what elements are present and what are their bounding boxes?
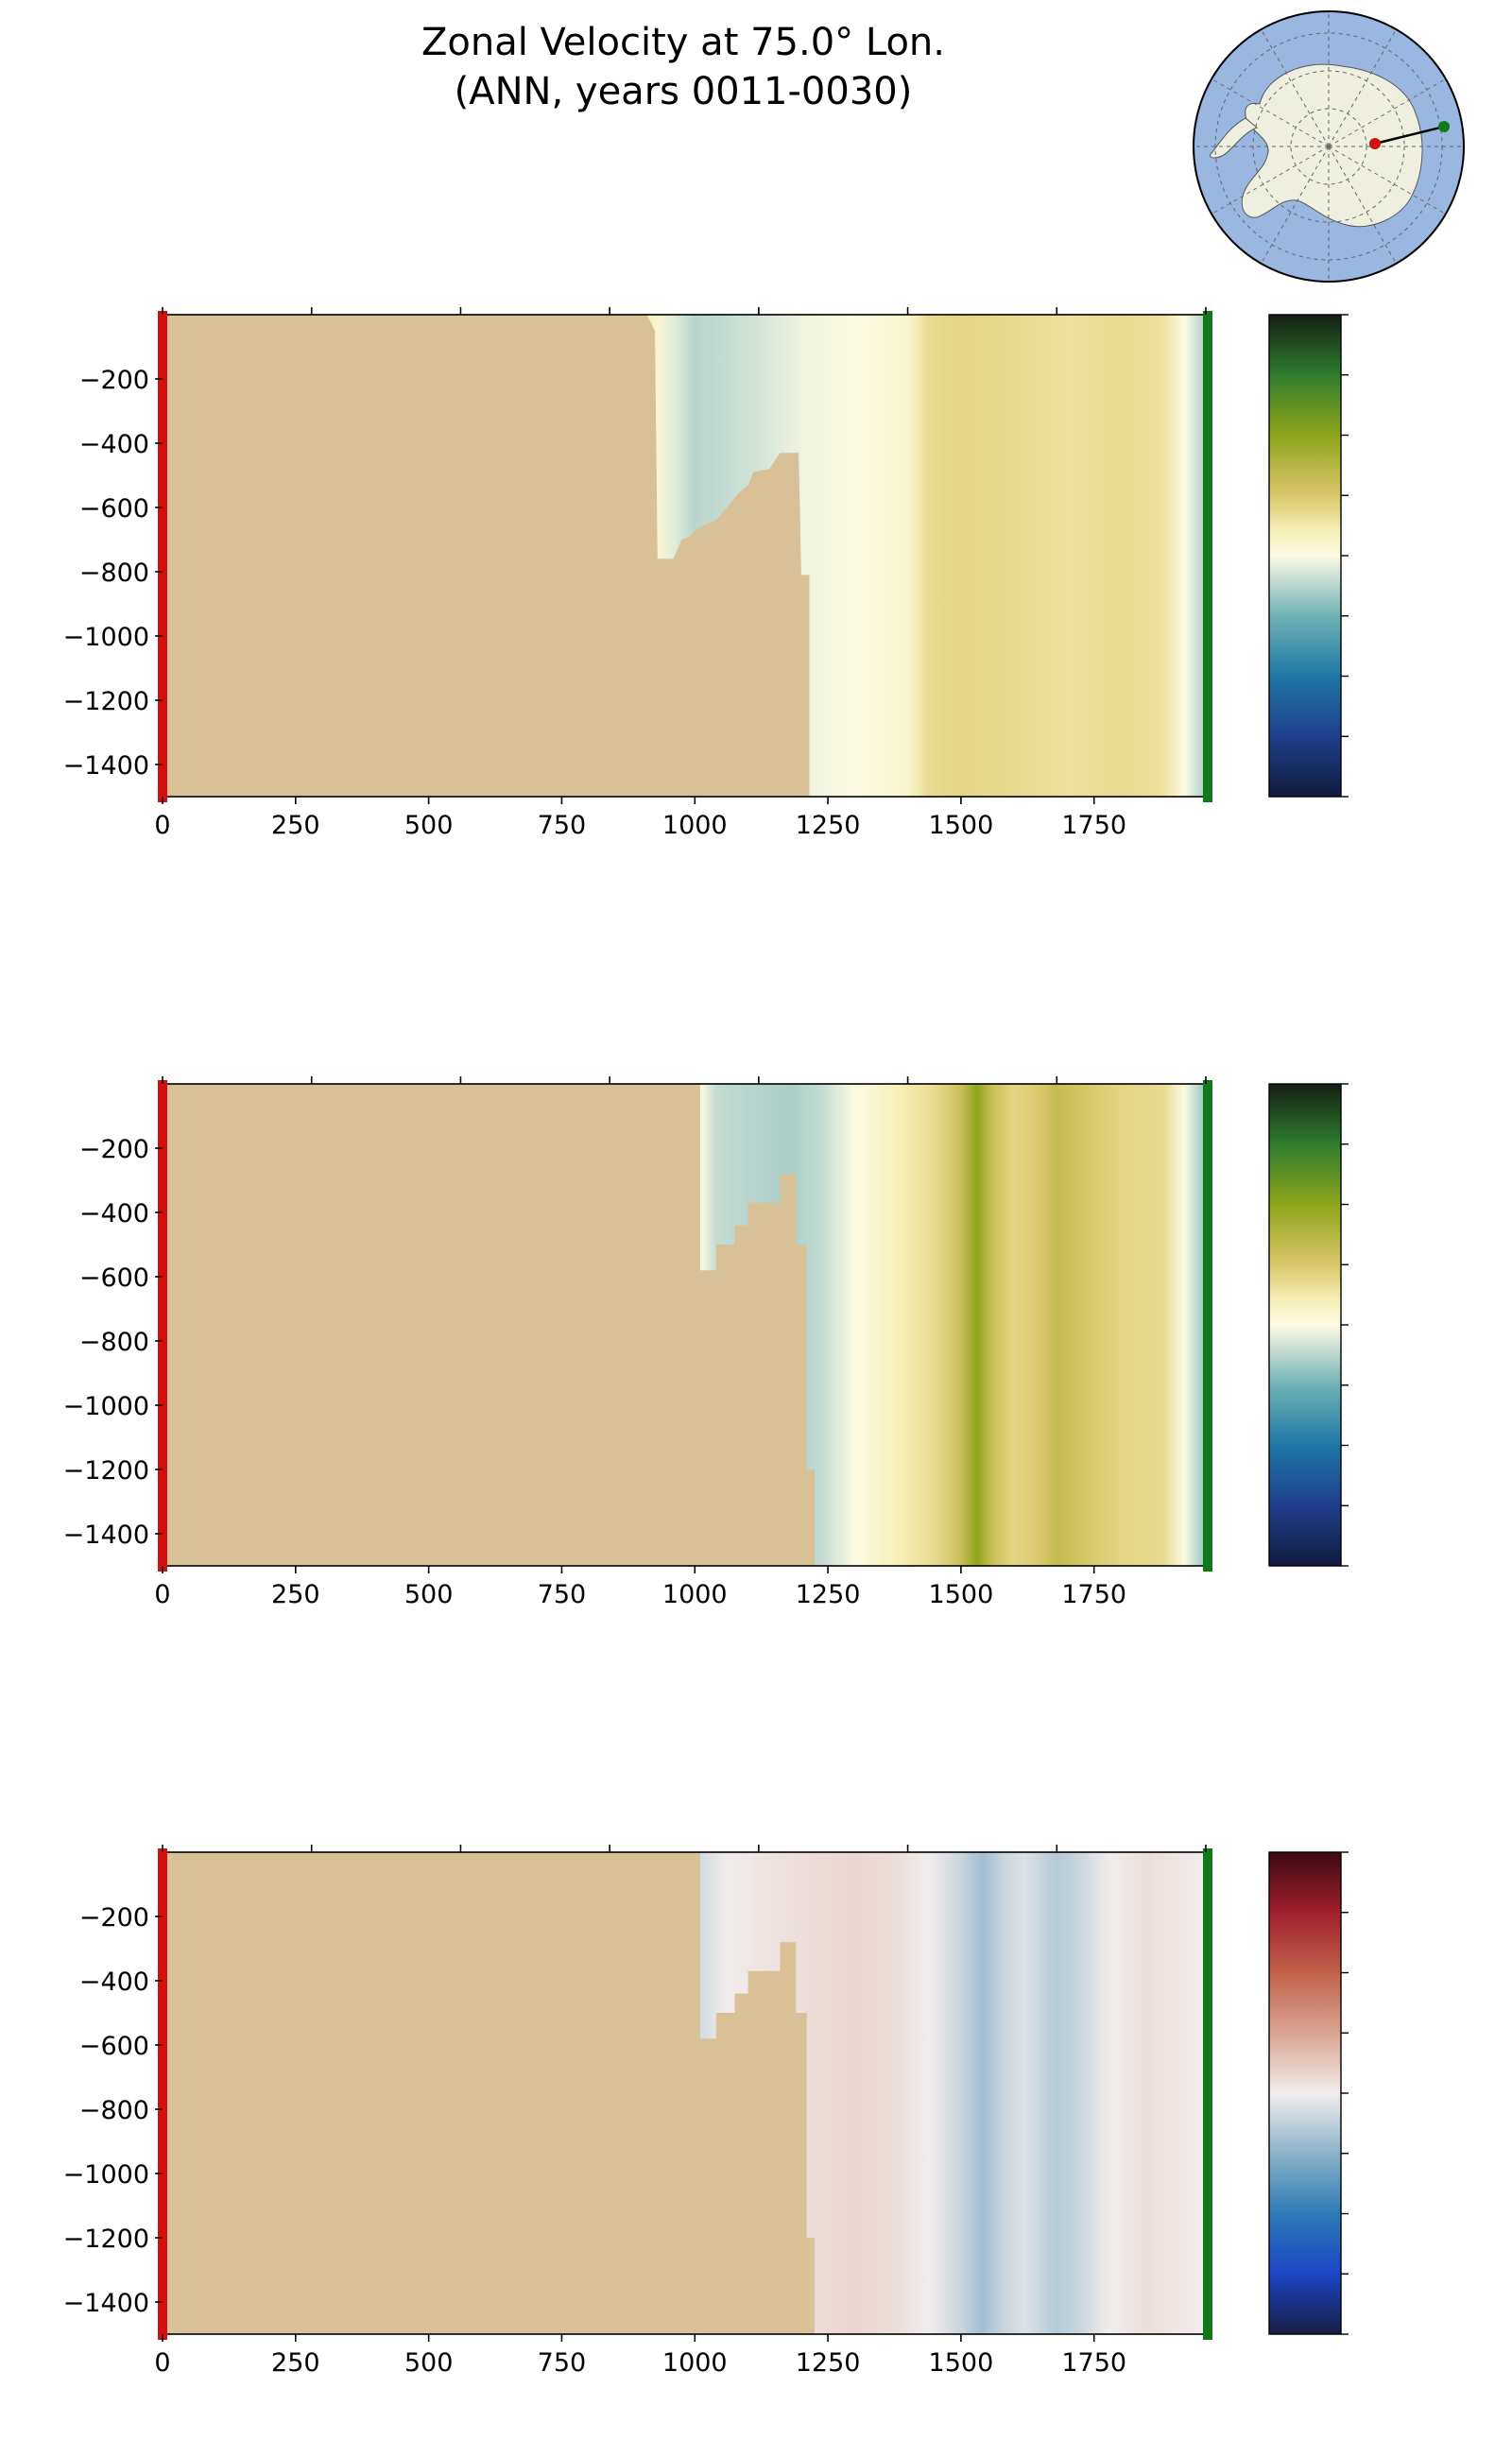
- inset-border: [1193, 10, 1465, 283]
- section-start-marker: [158, 1848, 167, 2340]
- x-tick-label: 1250: [796, 811, 861, 840]
- panel-diff: −200 −400 −600 −800 −1000 −1200 −1400 0 250 500 75…: [63, 1845, 1349, 2378]
- x-tick-label: 250: [271, 811, 320, 840]
- colorbar: [1268, 1083, 1342, 1567]
- x-tick-label: 500: [404, 1580, 454, 1609]
- x-tick-label: 1750: [1061, 2348, 1126, 2378]
- y-tick-label: −200: [79, 1903, 149, 1933]
- x-tick-label: 1750: [1061, 1580, 1126, 1609]
- inset-map: [1193, 10, 1465, 283]
- colorbar: [1268, 1851, 1342, 2335]
- inset-end-dot: [1438, 121, 1450, 132]
- panel-overflow: −200 −400 −600 −800 −1000 −1200 −1400 0 250 500 75…: [63, 307, 1349, 840]
- x-tick-label: 1250: [796, 1580, 861, 1609]
- y-tick-label: −1400: [63, 1521, 149, 1550]
- y-tick-label: −1400: [63, 751, 149, 781]
- y-tick-label: −200: [79, 366, 149, 395]
- panel-sose: −200 −400 −600 −800 −1000 −1200 −1400 0 250 500 75…: [63, 1076, 1349, 1609]
- land-mask: [163, 1084, 815, 1566]
- y-tick-label: −200: [79, 1135, 149, 1164]
- antarctica-landmass: [1241, 63, 1423, 228]
- y-tick-label: −1000: [63, 1392, 149, 1421]
- inset-section-line: [1374, 125, 1445, 146]
- x-tick-label: 1500: [929, 811, 994, 840]
- land-mask: [163, 315, 810, 797]
- x-tick-label: 1000: [662, 2348, 728, 2378]
- antarctic-peninsula: [1210, 117, 1258, 159]
- x-tick-label: 1250: [796, 2348, 861, 2378]
- section-start-marker: [158, 1080, 167, 1572]
- y-tick-label: −1000: [63, 623, 149, 652]
- y-tick-label: −1400: [63, 2289, 149, 2318]
- y-tick-label: −600: [79, 1263, 149, 1293]
- x-tick-label: 750: [538, 811, 587, 840]
- y-tick-label: −400: [79, 1967, 149, 1997]
- x-tick-label: 1500: [929, 2348, 994, 2378]
- x-tick-label: 0: [154, 811, 170, 840]
- section-start-marker: [158, 311, 167, 802]
- y-tick-label: −800: [79, 2096, 149, 2125]
- x-tick-label: 750: [538, 2348, 587, 2378]
- inset-start-dot: [1369, 138, 1381, 149]
- y-tick-label: −600: [79, 2032, 149, 2061]
- y-tick-label: −400: [79, 1199, 149, 1228]
- y-tick-label: −1200: [63, 1456, 149, 1486]
- land-mask: [163, 1852, 815, 2334]
- x-tick-label: 1000: [662, 1580, 728, 1609]
- y-tick-label: −800: [79, 1328, 149, 1357]
- x-tick-label: 250: [271, 2348, 320, 2378]
- x-tick-label: 500: [404, 2348, 454, 2378]
- section-end-marker: [1203, 1080, 1212, 1572]
- section-end-marker: [1203, 311, 1212, 802]
- figure-title-line2: (ANN, years 0011-0030): [455, 70, 913, 113]
- x-tick-label: 0: [154, 2348, 170, 2378]
- x-tick-label: 250: [271, 1580, 320, 1609]
- x-tick-label: 1750: [1061, 811, 1126, 840]
- colorbar: [1268, 314, 1342, 798]
- y-tick-label: −1200: [63, 687, 149, 716]
- y-tick-label: −400: [79, 430, 149, 459]
- x-tick-label: 750: [538, 1580, 587, 1609]
- panels: −200 −400 −600 −800 −1000 −1200 −1400 0 250 500 75…: [63, 307, 1349, 2378]
- y-tick-label: −1000: [63, 2160, 149, 2190]
- section-end-marker: [1203, 1848, 1212, 2340]
- y-tick-label: −800: [79, 558, 149, 588]
- y-tick-label: −1200: [63, 2225, 149, 2254]
- x-tick-label: 500: [404, 811, 454, 840]
- figure-title-line1: Zonal Velocity at 75.0° Lon.: [421, 21, 945, 64]
- x-tick-label: 1000: [662, 811, 728, 840]
- x-tick-label: 0: [154, 1580, 170, 1609]
- x-tick-label: 1500: [929, 1580, 994, 1609]
- y-tick-label: −600: [79, 494, 149, 524]
